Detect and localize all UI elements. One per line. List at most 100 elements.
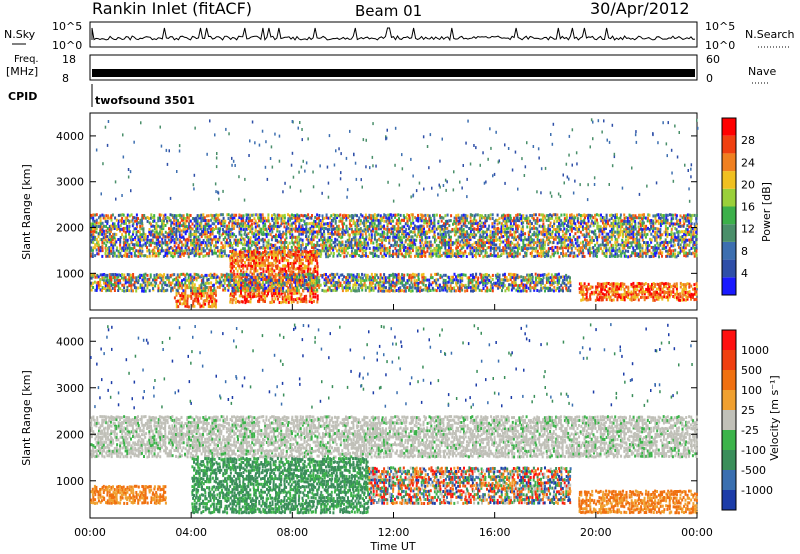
- heatmap-cell: [346, 246, 349, 250]
- heatmap-cell: [283, 269, 286, 273]
- heatmap-cell: [359, 219, 362, 223]
- heatmap-cell: [635, 246, 638, 250]
- heatmap-cell: [249, 258, 252, 262]
- heatmap-cell: [605, 298, 608, 302]
- heatmap-cell: [586, 290, 589, 294]
- heatmap-cell: [357, 247, 360, 251]
- heatmap-cell: [112, 235, 115, 239]
- heatmap-cell: [628, 230, 631, 234]
- heatmap-cell: [258, 230, 261, 234]
- heatmap-cell: [265, 252, 268, 256]
- heatmap-cell: [637, 230, 640, 234]
- heatmap-cell: [234, 300, 237, 304]
- heatmap-cell: [661, 222, 664, 225]
- heatmap-cell: [343, 213, 346, 217]
- heatmap-cell: [638, 238, 641, 242]
- heatmap-cell: [370, 217, 373, 220]
- heatmap-cell: [573, 251, 576, 255]
- heatmap-cell: [630, 217, 633, 221]
- heatmap-cell: [254, 264, 257, 268]
- heatmap-cell: [246, 240, 249, 244]
- heatmap-cell: [305, 232, 308, 236]
- heatmap-cell: [95, 213, 98, 217]
- heatmap-cell: [672, 295, 675, 298]
- heatmap-cell: [227, 244, 230, 248]
- heatmap-cell: [112, 249, 115, 253]
- heatmap-cell: [502, 224, 504, 228]
- heatmap-cell: [408, 216, 411, 220]
- heatmap-cell: [524, 247, 526, 251]
- heatmap-cell: [146, 249, 149, 253]
- heatmap-cell: [665, 245, 668, 249]
- heatmap-cell: [247, 213, 250, 217]
- heatmap-cell: [197, 238, 200, 242]
- heatmap-cell: [180, 224, 183, 228]
- heatmap-cell: [315, 250, 318, 253]
- heatmap-cell: [666, 230, 669, 234]
- heatmap-cell: [598, 282, 601, 286]
- heatmap-cell: [370, 251, 373, 255]
- heatmap-cell: [686, 254, 689, 258]
- heatmap-cell: [163, 219, 165, 223]
- heatmap-cell: [677, 296, 680, 300]
- heatmap-cell: [213, 304, 216, 308]
- heatmap-cell: [106, 230, 109, 234]
- heatmap-cell: [498, 217, 501, 221]
- heatmap-cell: [354, 213, 357, 217]
- heatmap-cell: [316, 267, 319, 271]
- heatmap-cell: [589, 295, 592, 299]
- heatmap-cell: [108, 246, 111, 249]
- heatmap-cell: [376, 249, 379, 253]
- heatmap-cell: [287, 217, 290, 221]
- heatmap-cell: [549, 236, 552, 239]
- heatmap-cell: [257, 216, 259, 220]
- heatmap-cell: [110, 214, 113, 218]
- heatmap-cell: [665, 291, 667, 294]
- heatmap-cell: [444, 235, 447, 239]
- heatmap-cell: [231, 216, 234, 220]
- heatmap-cell: [666, 295, 669, 299]
- heatmap-cell: [305, 275, 307, 279]
- heatmap-cell: [233, 224, 236, 228]
- heatmap-cell: [351, 214, 353, 217]
- heatmap-cell: [421, 229, 424, 233]
- heatmap-cell: [301, 240, 304, 244]
- heatmap-cell: [593, 292, 596, 296]
- heatmap-cell: [330, 234, 333, 238]
- heatmap-cell: [161, 240, 164, 244]
- heatmap-cell: [350, 240, 353, 244]
- heatmap-cell: [401, 232, 404, 236]
- heatmap-cell: [502, 219, 505, 223]
- heatmap-cell: [367, 219, 370, 223]
- heatmap-cell: [451, 228, 454, 231]
- heatmap-cell: [530, 222, 533, 225]
- heatmap-cell: [281, 256, 284, 260]
- heatmap-cell: [356, 219, 359, 222]
- heatmap-cell: [549, 221, 552, 225]
- heatmap-cell: [594, 217, 597, 221]
- heatmap-cell: [354, 221, 356, 225]
- heatmap-cell: [158, 235, 161, 239]
- heatmap-cell: [166, 254, 169, 258]
- heatmap-cell: [310, 229, 313, 233]
- heatmap-cell: [90, 227, 93, 231]
- heatmap-cell: [184, 224, 187, 228]
- heatmap-cell: [244, 221, 247, 225]
- heatmap-cell: [675, 214, 678, 218]
- heatmap-cell: [656, 296, 659, 300]
- heatmap-cell: [650, 240, 653, 244]
- heatmap-cell: [240, 251, 243, 255]
- heatmap-cell: [140, 254, 143, 257]
- heatmap-cell: [471, 228, 474, 232]
- heatmap-cell: [589, 285, 592, 289]
- heatmap-cell: [460, 224, 463, 228]
- heatmap-cell: [94, 246, 97, 250]
- heatmap-cell: [551, 248, 554, 252]
- heatmap-cell: [455, 230, 458, 234]
- heatmap-cell: [400, 236, 403, 240]
- heatmap-cell: [115, 254, 118, 258]
- heatmap-cell: [659, 287, 662, 291]
- heatmap-cell: [379, 248, 382, 252]
- heatmap-cell: [151, 216, 154, 220]
- heatmap-cell: [643, 283, 646, 287]
